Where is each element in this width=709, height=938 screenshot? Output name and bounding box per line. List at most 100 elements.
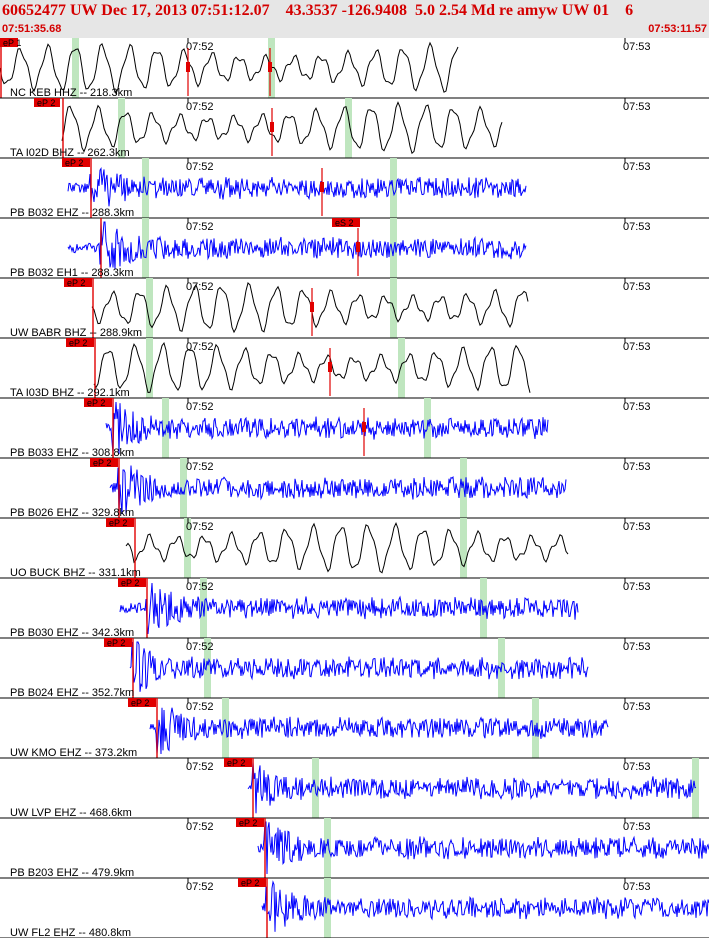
arrival-highlight bbox=[222, 698, 229, 758]
station-label: UO BUCK BHZ -- 331.1km bbox=[10, 567, 141, 579]
waveform bbox=[119, 582, 579, 635]
arrival-highlight bbox=[72, 38, 79, 98]
arrival-highlight bbox=[398, 338, 405, 398]
arrival-highlight bbox=[390, 218, 397, 278]
waveform bbox=[149, 707, 609, 755]
pick-label: eP 2 bbox=[67, 278, 85, 288]
arrival-highlight bbox=[146, 278, 153, 338]
time-tick-label: 07:53 bbox=[623, 101, 651, 113]
arrival-highlight bbox=[204, 638, 211, 698]
amplitude-marker bbox=[186, 62, 190, 72]
pick-label: eP 2 bbox=[69, 338, 87, 348]
pick-tag[interactable] bbox=[224, 758, 252, 767]
time-tick-label: 07:53 bbox=[623, 281, 651, 293]
pick-label: eP 1 bbox=[3, 38, 21, 48]
amplitude-marker bbox=[268, 62, 272, 72]
pick-tag[interactable] bbox=[104, 638, 132, 647]
waveform bbox=[67, 167, 527, 207]
station-label: UW BABR BHZ -- 288.9km bbox=[10, 327, 142, 339]
pick-tag[interactable] bbox=[236, 818, 264, 827]
pick-label: eP 2 bbox=[87, 398, 105, 408]
time-tick-label: 07:53 bbox=[623, 821, 651, 833]
time-tick-label: 07:52 bbox=[186, 641, 214, 653]
time-tick-label: 07:53 bbox=[623, 161, 651, 173]
amplitude-marker bbox=[356, 242, 360, 252]
arrival-highlight bbox=[324, 818, 331, 878]
station-label: PB B024 EHZ -- 352.7km bbox=[10, 687, 134, 699]
pick-tag[interactable] bbox=[128, 698, 156, 707]
time-tick-label: 07:53 bbox=[623, 401, 651, 413]
amplitude-marker bbox=[270, 122, 274, 132]
trace-panel[interactable]: 07:52 07:53 eP 1 NC KEB HHZ -- 218.3km 07:52… bbox=[0, 38, 709, 938]
pick-tag[interactable] bbox=[62, 158, 90, 167]
time-tick-label: 07:53 bbox=[623, 461, 651, 473]
waveform bbox=[247, 761, 697, 814]
station-label: UW LVP EHZ -- 468.6km bbox=[10, 807, 132, 819]
time-tick-label: 07:53 bbox=[623, 701, 651, 713]
pick-label: eP 2 bbox=[107, 638, 125, 648]
pick-tag[interactable] bbox=[66, 338, 94, 347]
waveform bbox=[0, 41, 459, 95]
pick-label: eP 2 bbox=[121, 578, 139, 588]
station-label: PB B203 EHZ -- 479.9km bbox=[10, 867, 134, 879]
time-tick-label: 07:52 bbox=[186, 101, 214, 113]
arrival-highlight bbox=[118, 98, 125, 158]
time-tick-label: 07:53 bbox=[623, 761, 651, 773]
station-label: PB B033 EHZ -- 308.8km bbox=[10, 447, 134, 459]
waveform bbox=[125, 522, 569, 574]
time-tick-label: 07:52 bbox=[186, 221, 214, 233]
station-label: UW FL2 EHZ -- 480.8km bbox=[10, 927, 131, 938]
pick-tag[interactable] bbox=[84, 398, 112, 407]
waveform bbox=[67, 221, 527, 270]
time-tick-label: 07:53 bbox=[623, 41, 651, 53]
window-start-time: 07:51:35.68 bbox=[2, 23, 62, 35]
time-tick-label: 07:52 bbox=[186, 821, 214, 833]
waveform bbox=[129, 641, 589, 692]
waveform bbox=[93, 342, 531, 394]
window-end-time: 07:53:11.57 bbox=[648, 23, 707, 35]
pick-tag[interactable] bbox=[64, 278, 92, 287]
pick-tag[interactable] bbox=[118, 578, 146, 587]
station-label: PB B032 EH1 -- 288.3km bbox=[10, 267, 134, 279]
event-title: 60652477 UW Dec 17, 2013 07:51:12.07 43.… bbox=[2, 2, 634, 19]
time-tick-label: 07:52 bbox=[186, 161, 214, 173]
amplitude-marker bbox=[310, 302, 314, 312]
pick-tag[interactable] bbox=[90, 458, 118, 467]
arrival-highlight bbox=[146, 338, 153, 398]
station-label: NC KEB HHZ -- 218.3km bbox=[10, 87, 132, 99]
station-label: TA I03D BHZ -- 292.1km bbox=[10, 387, 130, 399]
pick-label: eP 2 bbox=[241, 878, 259, 888]
time-tick-label: 07:53 bbox=[623, 581, 651, 593]
station-label: TA I02D BHZ -- 262.3km bbox=[10, 147, 130, 159]
pick-tag[interactable] bbox=[0, 38, 18, 47]
arrival-highlight bbox=[162, 398, 169, 458]
pick-tag[interactable] bbox=[34, 98, 60, 107]
pick-tag[interactable] bbox=[238, 878, 266, 887]
pick-label: eS 2 bbox=[335, 218, 354, 228]
amplitude-marker bbox=[320, 182, 324, 192]
waveform bbox=[109, 465, 567, 515]
time-tick-label: 07:52 bbox=[186, 521, 214, 533]
waveform bbox=[261, 880, 709, 932]
time-tick-label: 07:53 bbox=[623, 521, 651, 533]
arrival-highlight bbox=[345, 98, 352, 158]
amplitude-marker bbox=[362, 422, 366, 432]
arrival-highlight bbox=[390, 158, 397, 218]
time-tick-label: 07:53 bbox=[623, 221, 651, 233]
waveform bbox=[105, 401, 549, 455]
pick-label: eP 2 bbox=[239, 818, 257, 828]
pick-tag[interactable] bbox=[106, 518, 134, 527]
time-tick-label: 07:53 bbox=[623, 881, 651, 893]
arrival-highlight bbox=[460, 518, 467, 578]
time-tick-label: 07:53 bbox=[623, 341, 651, 353]
station-label: PB B032 EHZ -- 288.3km bbox=[10, 207, 134, 219]
station-label: PB B026 EHZ -- 329.8km bbox=[10, 507, 134, 519]
time-tick-label: 07:52 bbox=[186, 701, 214, 713]
pick-label: eP 2 bbox=[93, 458, 111, 468]
station-label: UW KMO EHZ -- 373.2km bbox=[10, 747, 137, 759]
pick-label: eP 2 bbox=[65, 158, 83, 168]
pick-tag[interactable] bbox=[332, 218, 360, 227]
pick-label: eP 2 bbox=[131, 698, 149, 708]
time-tick-label: 07:52 bbox=[186, 41, 214, 53]
